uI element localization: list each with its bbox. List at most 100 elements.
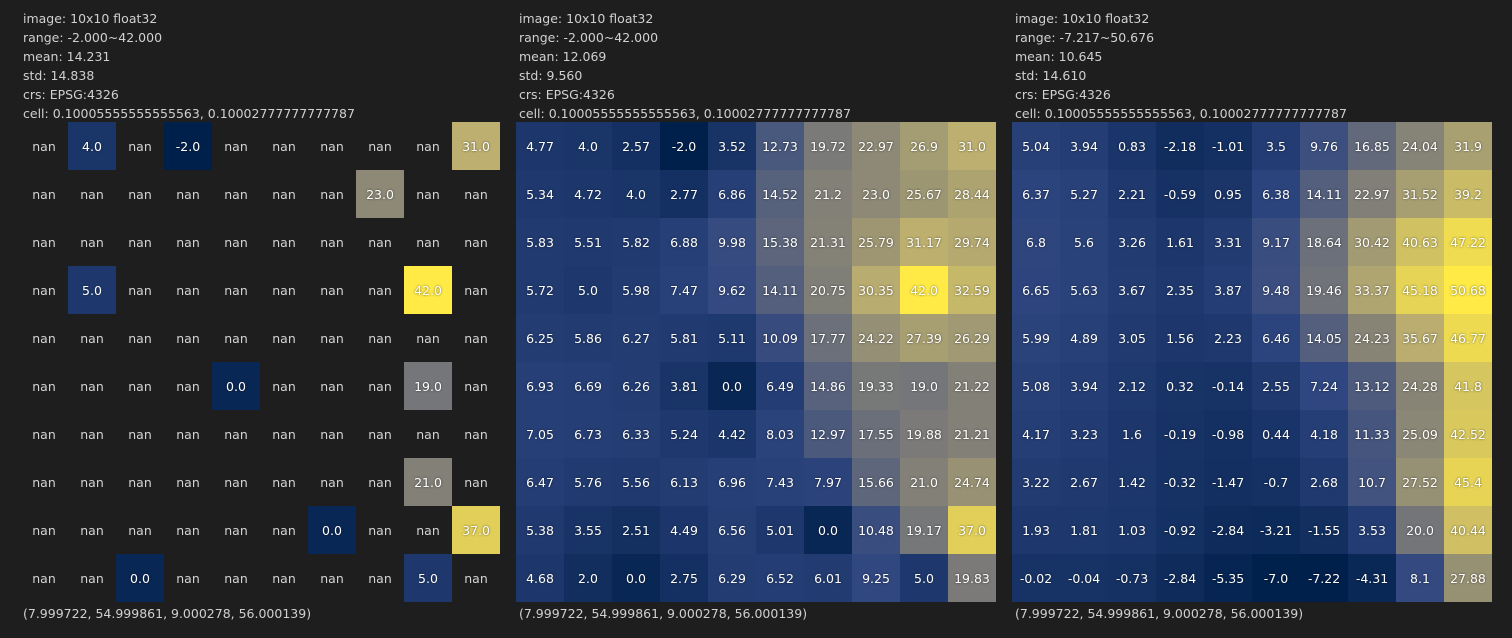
bounds-label: (7.999722, 54.999861, 9.000278, 56.00013… <box>519 606 808 621</box>
image-type-label: image: 10x10 float32 <box>519 11 654 26</box>
grid-cell: 45.4 <box>1444 458 1492 506</box>
grid-cell: 5.63 <box>1060 266 1108 314</box>
grid-cell: 14.11 <box>1300 170 1348 218</box>
grid-cell: -0.32 <box>1156 458 1204 506</box>
grid-cell: 6.65 <box>1012 266 1060 314</box>
grid-cell: 5.34 <box>516 170 564 218</box>
grid-cell: nan <box>272 522 296 538</box>
grid-cell: nan <box>320 186 344 202</box>
grid-cell: 11.33 <box>1348 410 1396 458</box>
grid-cell: 3.67 <box>1108 266 1156 314</box>
grid-cell: 3.31 <box>1204 218 1252 266</box>
raster-panel-3: image: 10x10 float32 range: -7.217~50.67… <box>1012 0 1494 638</box>
grid-cell: nan <box>32 186 56 202</box>
grid-cell: nan <box>80 474 104 490</box>
grid-cell: 4.49 <box>660 506 708 554</box>
grid-cell: 8.03 <box>756 410 804 458</box>
mean-label: mean: 12.069 <box>519 49 607 64</box>
grid-cell: 0.83 <box>1108 122 1156 170</box>
grid-cell: nan <box>416 138 440 154</box>
grid-cell: 2.68 <box>1300 458 1348 506</box>
grid-cell: 22.97 <box>1348 170 1396 218</box>
grid-cell: 6.33 <box>612 410 660 458</box>
grid-cell: 6.52 <box>756 554 804 602</box>
grid-cell: 1.93 <box>1012 506 1060 554</box>
grid-cell: 32.59 <box>948 266 996 314</box>
grid-cell: 0.0 <box>804 506 852 554</box>
grid-cell: nan <box>464 570 488 586</box>
grid-cell: nan <box>224 234 248 250</box>
grid-cell: 50.68 <box>1444 266 1492 314</box>
grid-cell: 3.81 <box>660 362 708 410</box>
grid-cell: 5.0 <box>564 266 612 314</box>
grid-cell: 0.0 <box>708 362 756 410</box>
grid-cell: 31.0 <box>452 122 500 170</box>
grid-cell: 12.73 <box>756 122 804 170</box>
grid-cell: nan <box>176 234 200 250</box>
grid-cell: nan <box>272 282 296 298</box>
grid-cell: nan <box>464 234 488 250</box>
grid-cell: -0.7 <box>1252 458 1300 506</box>
grid-cell: nan <box>128 282 152 298</box>
grid-cell: nan <box>80 378 104 394</box>
value-grid: 4.77 4.0 2.57 -2.0 3.52 12.73 19.72 22.97 26.9 31… <box>516 122 996 602</box>
grid-cell: 10.09 <box>756 314 804 362</box>
grid-cell: 42.52 <box>1444 410 1492 458</box>
grid-cell: 26.9 <box>900 122 948 170</box>
grid-cell: 4.42 <box>708 410 756 458</box>
grid-cell: 4.0 <box>612 170 660 218</box>
grid-cell: nan <box>32 426 56 442</box>
grid-cell: nan <box>272 570 296 586</box>
grid-cell: 3.5 <box>1252 122 1300 170</box>
grid-cell: 6.27 <box>612 314 660 362</box>
grid-cell: nan <box>272 474 296 490</box>
grid-cell: 21.21 <box>948 410 996 458</box>
value-grid: nan 4.0 nan -2.0 nan nan nan nan nan 31.0 nan nan na… <box>20 122 500 602</box>
grid-cell: 2.75 <box>660 554 708 602</box>
grid-cell: nan <box>416 234 440 250</box>
grid-cell: nan <box>176 378 200 394</box>
grid-cell: nan <box>272 330 296 346</box>
crs-label: crs: EPSG:4326 <box>519 87 615 102</box>
grid-cell: nan <box>176 426 200 442</box>
crs-label: crs: EPSG:4326 <box>23 87 119 102</box>
grid-cell: nan <box>368 378 392 394</box>
grid-cell: -0.14 <box>1204 362 1252 410</box>
grid-cell: 21.2 <box>804 170 852 218</box>
grid-cell: 7.24 <box>1300 362 1348 410</box>
grid-cell: nan <box>80 234 104 250</box>
grid-cell: 3.94 <box>1060 362 1108 410</box>
grid-cell: 5.86 <box>564 314 612 362</box>
crs-label: crs: EPSG:4326 <box>1015 87 1111 102</box>
grid-cell: 5.08 <box>1012 362 1060 410</box>
grid-cell: nan <box>80 186 104 202</box>
grid-cell: nan <box>224 570 248 586</box>
grid-cell: -2.84 <box>1204 506 1252 554</box>
grid-cell: 0.32 <box>1156 362 1204 410</box>
grid-cell: nan <box>368 282 392 298</box>
grid-cell: 1.61 <box>1156 218 1204 266</box>
grid-cell: 6.86 <box>708 170 756 218</box>
grid-cell: 7.43 <box>756 458 804 506</box>
grid-cell: 3.26 <box>1108 218 1156 266</box>
grid-cell: nan <box>416 330 440 346</box>
grid-cell: nan <box>176 330 200 346</box>
grid-cell: 6.25 <box>516 314 564 362</box>
grid-cell: 7.97 <box>804 458 852 506</box>
grid-cell: 6.37 <box>1012 170 1060 218</box>
grid-cell: nan <box>176 474 200 490</box>
grid-cell: -2.18 <box>1156 122 1204 170</box>
grid-cell: nan <box>128 378 152 394</box>
grid-cell: 29.74 <box>948 218 996 266</box>
mean-label: mean: 10.645 <box>1015 49 1103 64</box>
grid-cell: 5.6 <box>1060 218 1108 266</box>
grid-cell: 9.98 <box>708 218 756 266</box>
grid-cell: nan <box>32 138 56 154</box>
grid-cell: 6.93 <box>516 362 564 410</box>
grid-cell: 4.89 <box>1060 314 1108 362</box>
grid-cell: 0.95 <box>1204 170 1252 218</box>
grid-cell: 12.97 <box>804 410 852 458</box>
image-info: image: 10x10 float32 range: -7.217~50.67… <box>1015 9 1347 123</box>
grid-cell: 5.76 <box>564 458 612 506</box>
grid-cell: 30.35 <box>852 266 900 314</box>
